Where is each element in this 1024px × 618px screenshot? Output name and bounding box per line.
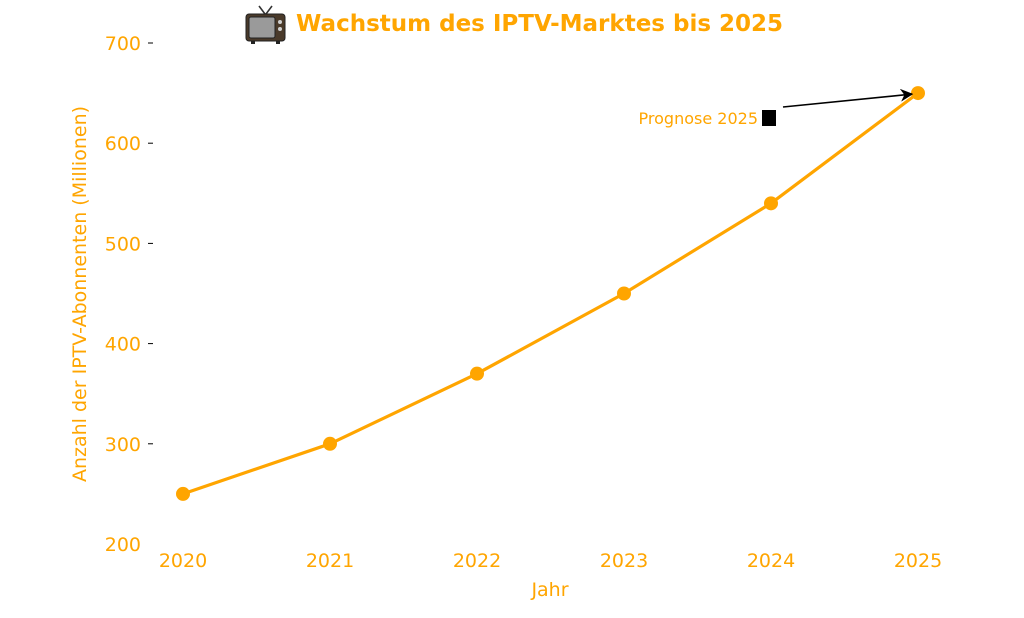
y-axis-ticks: 200 300 400 500 600 700 bbox=[105, 33, 153, 556]
x-tick-label: 2022 bbox=[453, 550, 501, 572]
chart-title: Wachstum des IPTV-Marktes bis 2025 bbox=[296, 11, 783, 37]
y-tick-label: 200 bbox=[105, 534, 141, 556]
x-tick-label: 2025 bbox=[894, 550, 942, 572]
chart-title-group: Wachstum des IPTV-Marktes bis 2025 bbox=[245, 5, 783, 44]
y-axis-label: Anzahl der IPTV-Abonnenten (Millionen) bbox=[69, 106, 91, 482]
black-square-icon bbox=[762, 110, 776, 126]
annotation-group: Prognose 2025 bbox=[639, 88, 914, 128]
tv-icon bbox=[245, 5, 286, 44]
annotation-arrow bbox=[782, 88, 914, 108]
x-tick-label: 2023 bbox=[600, 550, 648, 572]
data-point bbox=[470, 366, 484, 381]
data-point bbox=[176, 486, 190, 501]
x-axis-ticks: 2020 2021 2022 2023 2024 2025 bbox=[159, 550, 942, 572]
y-tick-label: 400 bbox=[105, 334, 141, 356]
x-tick-label: 2024 bbox=[747, 550, 795, 572]
y-tick-label: 600 bbox=[105, 133, 141, 155]
y-tick-label: 500 bbox=[105, 233, 141, 255]
data-point bbox=[323, 436, 337, 451]
x-axis-label: Jahr bbox=[530, 579, 568, 601]
y-tick-label: 300 bbox=[105, 434, 141, 456]
data-point bbox=[911, 86, 925, 101]
data-point bbox=[764, 196, 778, 211]
series-line bbox=[181, 91, 920, 496]
x-tick-label: 2021 bbox=[306, 550, 354, 572]
x-tick-label: 2020 bbox=[159, 550, 207, 572]
data-series bbox=[176, 86, 925, 501]
y-tick-label: 700 bbox=[105, 33, 141, 55]
data-point bbox=[617, 286, 631, 301]
annotation-label: Prognose 2025 bbox=[639, 109, 758, 128]
